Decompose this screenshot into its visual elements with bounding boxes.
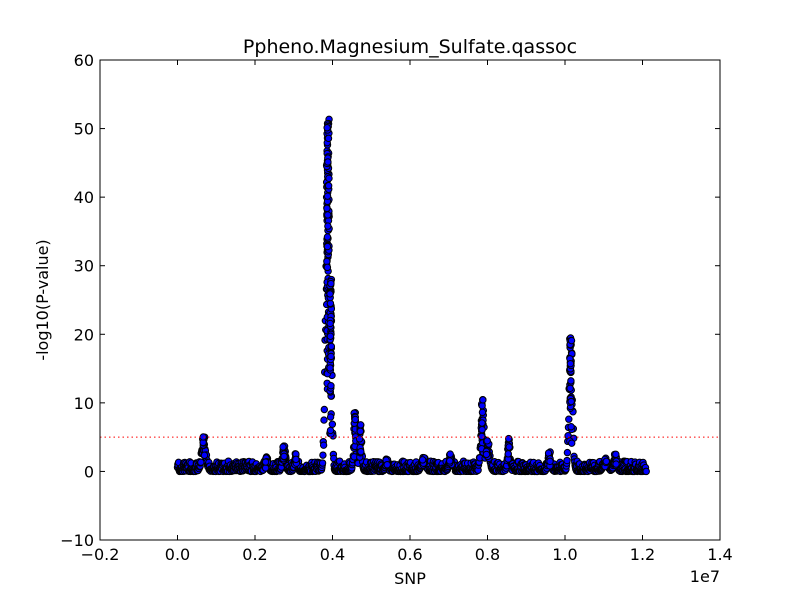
snp-point (326, 413, 335, 421)
snp-point (568, 439, 576, 447)
snp-point (357, 447, 365, 456)
snp-point (356, 421, 365, 429)
snp-point (356, 427, 365, 436)
snp-point (565, 415, 573, 423)
snp-point (505, 443, 513, 451)
snp-point (478, 425, 486, 434)
snp-point (325, 174, 333, 183)
snp-point (261, 458, 270, 466)
snp-point (323, 192, 332, 200)
x-axis-label: SNP (394, 569, 426, 588)
snp-point (318, 459, 327, 467)
snp-point (566, 359, 575, 368)
snp-point (319, 451, 327, 459)
x-tick-label: 1.4 (707, 545, 732, 564)
snp-point (478, 432, 486, 441)
snp-point (567, 397, 575, 406)
snp-point (567, 423, 575, 431)
snp-point (563, 448, 572, 457)
snp-point (327, 342, 336, 351)
snp-point (326, 319, 334, 328)
snp-point (566, 384, 574, 392)
snp-point (612, 460, 620, 468)
y-tick-label: 0 (84, 462, 94, 481)
snp-point (199, 433, 207, 441)
snp-point (355, 435, 364, 443)
snp-point (482, 450, 491, 459)
snp-point (326, 290, 334, 298)
snp-point (418, 456, 427, 464)
snp-point (612, 450, 620, 459)
y-axis-label: -log10(P-value) (33, 239, 52, 360)
snp-point (563, 456, 571, 465)
x-tick-label: 0.6 (397, 545, 422, 564)
snp-point (324, 222, 332, 230)
snp-point (292, 455, 300, 464)
snp-point (324, 211, 332, 219)
snp-point (323, 233, 332, 241)
snp-point (326, 364, 334, 372)
snp-point (327, 381, 335, 390)
snp-point (324, 182, 333, 190)
snp-point (200, 451, 209, 459)
x-tick-label: 0.8 (475, 545, 500, 564)
snp-point (602, 457, 610, 466)
snp-point (478, 419, 486, 427)
snp-point (323, 242, 332, 251)
snp-point (567, 336, 576, 345)
snp-point (319, 441, 328, 449)
snp-point (280, 452, 288, 461)
snp-point (504, 450, 512, 458)
snp-point (326, 426, 335, 435)
snp-point (323, 204, 331, 213)
snp-point (478, 408, 487, 417)
y-tick-label: 60 (74, 51, 94, 70)
snp-point (323, 263, 332, 272)
snp-point (326, 332, 335, 340)
chart-title: Ppheno.Magnesium_Sulfate.qassoc (243, 36, 577, 58)
snp-point (383, 460, 391, 469)
y-tick-label: 50 (74, 120, 94, 139)
x-tick-label: 1.2 (630, 545, 655, 564)
y-tick-label: 10 (74, 394, 94, 413)
snp-point (446, 457, 454, 465)
snp-point (323, 257, 331, 266)
snp-point (328, 420, 337, 428)
x-tick-label: −0.2 (81, 545, 120, 564)
snp-point (320, 416, 328, 424)
axis-ticks: −0.2 0.0 0.2 0.4 0.6 0.8 1.0 1.2 1.4 −10 0 10 20 30 40… (60, 51, 732, 564)
snp-point (320, 405, 329, 414)
x-tick-label: 0.4 (320, 545, 345, 564)
snp-point (567, 377, 575, 385)
snp-point (351, 415, 359, 424)
snp-point (324, 158, 332, 166)
snp-point (327, 352, 335, 361)
snp-point (546, 457, 554, 466)
y-tick-label: 20 (74, 325, 94, 344)
snp-point (483, 437, 491, 445)
snp-point (446, 450, 454, 458)
snp-point (327, 279, 335, 288)
snp-point (279, 443, 287, 451)
y-tick-label: 40 (74, 188, 94, 207)
x-tick-label: 0.2 (242, 545, 267, 564)
x-axis-offset-label: 1e7 (690, 567, 720, 586)
y-tick-label: 30 (74, 257, 94, 276)
data-points (173, 115, 650, 476)
snp-point (505, 434, 513, 443)
snp-point (324, 134, 333, 143)
y-tick-label: −10 (60, 531, 94, 550)
snp-point (479, 396, 487, 404)
snp-point (642, 467, 650, 476)
snp-point (323, 124, 331, 132)
x-tick-label: 0.0 (165, 545, 190, 564)
x-tick-label: 1.0 (552, 545, 577, 564)
